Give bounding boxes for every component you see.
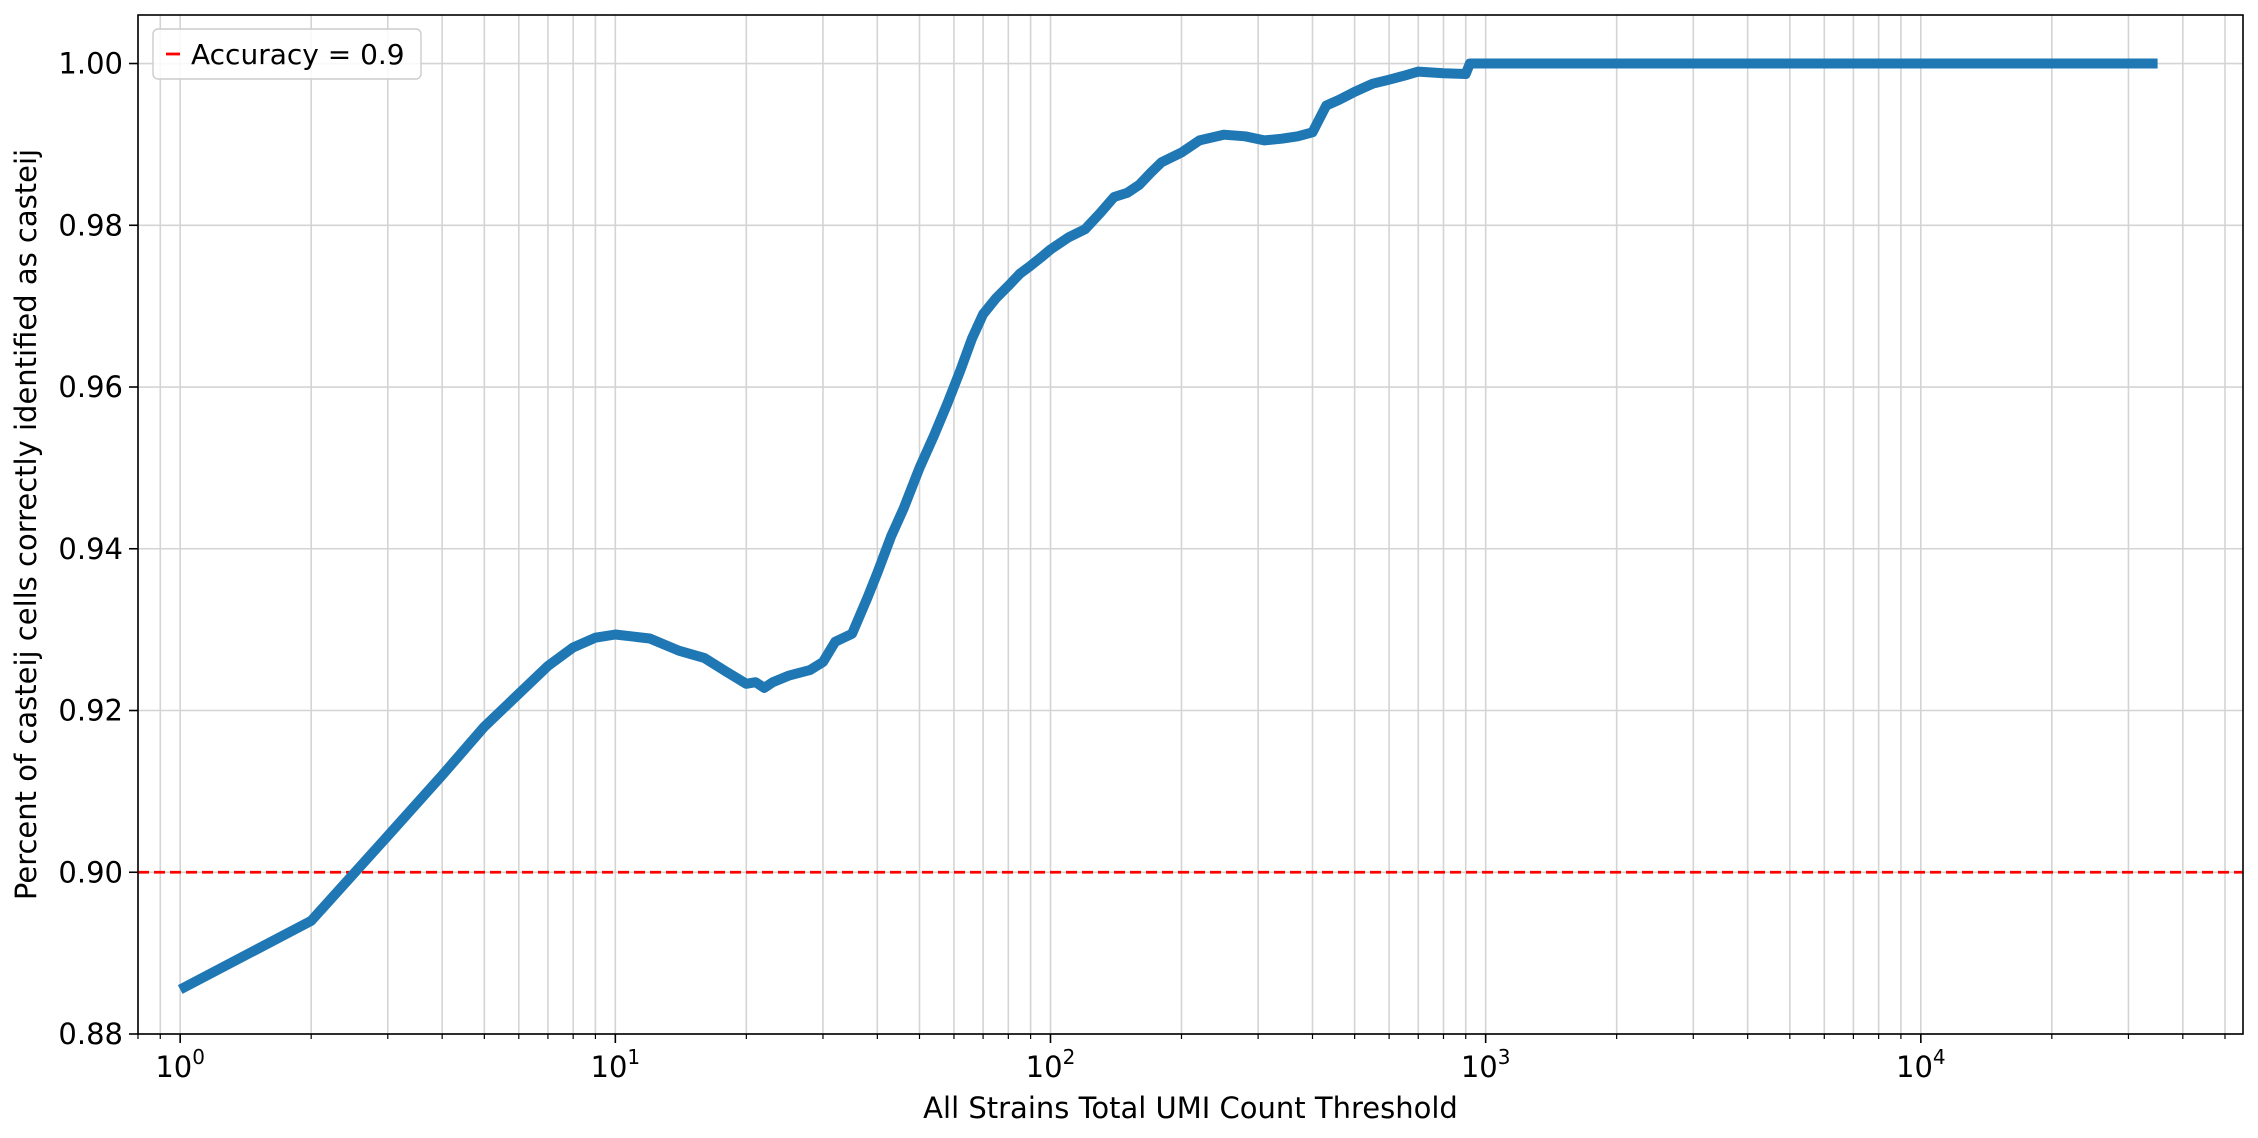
y-tick-label: 1.00 <box>58 47 123 81</box>
y-tick-label: 0.88 <box>58 1017 123 1051</box>
x-tick-label-base: 10 <box>155 1050 192 1084</box>
x-tick-label-exponent: 4 <box>1933 1045 1946 1069</box>
x-tick-label: 100 <box>155 1045 205 1084</box>
y-tick-label: 0.90 <box>58 855 123 889</box>
series-line <box>177 58 2158 994</box>
x-tick-label-base: 10 <box>1026 1050 1063 1084</box>
y-axis-label: Percent of casteij cells correctly ident… <box>9 149 43 900</box>
y-tick-label: 0.94 <box>58 532 123 566</box>
x-tick-label: 101 <box>591 1045 641 1084</box>
x-tick-label-exponent: 3 <box>1498 1045 1511 1069</box>
axis-ticks <box>129 62 2226 1043</box>
x-tick-label-base: 10 <box>1896 1050 1933 1084</box>
plot-frame <box>137 14 2244 1035</box>
x-tick-label-base: 10 <box>1461 1050 1498 1084</box>
x-axis-label: All Strains Total UMI Count Threshold <box>923 1091 1458 1125</box>
x-tick-labels: 100 101 102 103 104 <box>155 1045 1945 1084</box>
legend-box <box>152 28 422 80</box>
y-tick-label: 0.96 <box>58 370 123 404</box>
x-tick-label-exponent: 2 <box>1063 1045 1076 1069</box>
x-tick-label-exponent: 0 <box>192 1045 205 1069</box>
x-tick-label: 104 <box>1896 1045 1946 1084</box>
y-tick-label: 0.98 <box>58 208 123 242</box>
x-tick-label-base: 10 <box>591 1050 628 1084</box>
x-tick-label: 103 <box>1461 1045 1511 1084</box>
y-tick-label: 0.92 <box>58 694 123 728</box>
x-tick-label: 102 <box>1026 1045 1076 1084</box>
series-layer <box>177 58 2158 994</box>
y-tick-labels: 0.88 0.90 0.92 0.94 0.96 0.98 1.00 <box>58 47 123 1051</box>
legend: Accuracy = 0.9 <box>152 28 422 80</box>
x-tick-label-exponent: 1 <box>627 1045 640 1069</box>
grid <box>137 15 2243 1035</box>
legend-label-accuracy: Accuracy = 0.9 <box>191 38 405 71</box>
